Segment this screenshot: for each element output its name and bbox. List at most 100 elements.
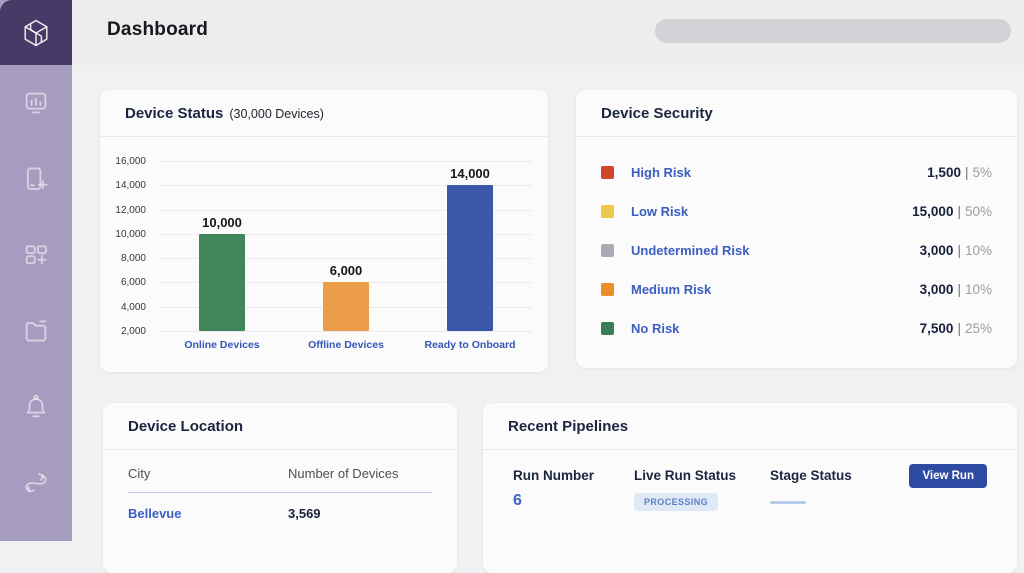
x-category-label: Online Devices — [184, 339, 260, 351]
bar-online-devices — [198, 233, 245, 331]
pipelines-table: Run Number Live Run Status Stage Status … — [483, 450, 1017, 511]
risk-label-link[interactable]: Medium Risk — [631, 282, 712, 297]
risk-label-link[interactable]: High Risk — [631, 165, 691, 180]
location-table-header: City Number of Devices — [128, 466, 432, 493]
device-status-subtitle: (30,000 Devices) — [229, 107, 324, 121]
device-add-icon — [21, 164, 51, 194]
grid-add-icon — [21, 240, 51, 270]
sidebar — [0, 0, 72, 541]
y-tick-label: 8,000 — [120, 253, 146, 265]
x-category-label: Ready to Onboard — [424, 339, 516, 351]
gridline — [160, 185, 532, 187]
pipelines-table-header: Run Number Live Run Status Stage Status — [513, 468, 987, 483]
stage-status-cell — [770, 492, 806, 504]
risk-color-swatch — [601, 244, 614, 257]
chart-x-axis: Online Devices Offline Devices Ready to On… — [160, 339, 532, 351]
risk-list: High Risk 1,500 | 5% Low Risk 15,000 | 50% Undet… — [576, 137, 1017, 348]
bar-value-label: 6,000 — [329, 263, 363, 279]
analytics-monitor-icon — [21, 88, 51, 118]
risk-metrics: 3,000 | 10% — [920, 282, 992, 297]
gridline — [160, 331, 532, 332]
risk-metrics: 7,500 | 25% — [920, 321, 992, 336]
sidebar-item-add-widget[interactable] — [21, 240, 51, 270]
risk-percent: 10% — [964, 243, 992, 258]
gridline — [160, 161, 532, 162]
sidebar-item-notifications[interactable] — [21, 392, 51, 422]
sidebar-nav — [0, 65, 72, 498]
view-run-button[interactable]: View Run — [909, 464, 987, 488]
bar-value-label: 10,000 — [202, 214, 242, 230]
risk-color-swatch — [601, 166, 614, 179]
bar-ready-to-onboard — [447, 185, 493, 331]
stage-status-bar — [770, 501, 806, 504]
risk-percent: 50% — [964, 204, 992, 219]
device-location-header: Device Location — [103, 403, 457, 450]
pipeline-row: 6 PROCESSING — [513, 492, 987, 511]
bell-icon — [21, 392, 51, 422]
risk-percent: 5% — [972, 165, 992, 180]
device-security-title: Device Security — [601, 105, 713, 122]
folder-remove-icon — [21, 316, 51, 346]
risk-label-link[interactable]: No Risk — [631, 321, 680, 336]
gridline — [160, 233, 532, 235]
column-header-devices: Number of Devices — [288, 466, 399, 481]
risk-separator: | — [957, 204, 961, 219]
top-header: Dashboard — [0, 0, 1024, 65]
x-category-label: Offline Devices — [308, 339, 384, 351]
y-tick-label: 2,000 — [120, 326, 146, 337]
risk-value: 3,000 — [919, 282, 954, 297]
risk-separator: | — [964, 165, 969, 180]
hex-cube-logo — [19, 16, 53, 50]
risk-label-link[interactable]: Low Risk — [631, 204, 689, 219]
sidebar-item-dashboard[interactable] — [21, 88, 51, 118]
risk-value: 15,000 — [912, 204, 954, 219]
column-header-city: City — [128, 466, 151, 481]
risk-separator: | — [957, 243, 961, 258]
risk-color-swatch — [601, 322, 614, 335]
bar-offline-devices — [323, 282, 369, 331]
risk-row: Medium Risk 3,000 | 10% — [601, 270, 992, 309]
bar-chart: 16,000 14,000 12,000 10,000 8,000 6,000 4,000 2… — [100, 137, 548, 362]
bar-chart-plot: 10,000 6,000 14,000 — [160, 161, 532, 332]
device-status-card: Device Status (30,000 Devices) 16,000 14,0… — [100, 90, 548, 372]
bar-value-label: 14,000 — [450, 166, 490, 182]
device-location-card: Device Location City Number of Devices B… — [103, 403, 457, 573]
live-run-status-cell: PROCESSING — [634, 492, 770, 511]
recent-pipelines-title: Recent Pipelines — [508, 418, 629, 435]
y-tick-label: 12,000 — [115, 204, 146, 216]
column-header-run-number: Run Number — [513, 468, 594, 483]
gridline — [160, 209, 532, 211]
device-security-header: Device Security — [576, 90, 1017, 137]
city-link[interactable]: Bellevue — [128, 506, 288, 521]
logo-block[interactable] — [0, 0, 72, 65]
location-table-row: Bellevue 3,569 — [128, 493, 432, 521]
risk-row: High Risk 1,500 | 5% — [601, 153, 992, 192]
risk-metrics: 3,000 | 10% — [920, 243, 992, 258]
search-input[interactable] — [655, 19, 1011, 43]
sidebar-item-files[interactable] — [21, 316, 51, 346]
column-header-live-run-status: Live Run Status — [634, 468, 737, 483]
y-tick-label: 10,000 — [115, 228, 146, 240]
y-tick-label: 4,000 — [120, 301, 146, 313]
risk-color-swatch — [601, 283, 614, 296]
page-title: Dashboard — [107, 19, 209, 40]
risk-row: Low Risk 15,000 | 50% — [601, 192, 992, 231]
device-location-title: Device Location — [128, 418, 244, 435]
risk-percent: 10% — [964, 282, 992, 297]
recent-pipelines-header: Recent Pipelines — [483, 403, 1017, 450]
column-header-stage-status: Stage Status — [770, 468, 852, 483]
risk-metrics: 15,000 | 50% — [912, 204, 992, 219]
risk-row: Undetermined Risk 3,000 | 10% — [601, 231, 992, 270]
risk-value: 3,000 — [919, 243, 954, 258]
run-number-value: 6 — [513, 492, 522, 509]
device-security-card: Device Security High Risk 1,500 | 5% Low Ris… — [576, 90, 1017, 368]
risk-value: 7,500 — [919, 321, 954, 336]
sidebar-item-sync[interactable] — [21, 468, 51, 498]
chart-y-axis: 16,000 14,000 12,000 10,000 8,000 6,000 4,000 2… — [100, 156, 152, 337]
risk-value: 1,500 — [927, 165, 961, 180]
risk-label-link[interactable]: Undetermined Risk — [631, 243, 750, 258]
risk-separator: | — [957, 321, 961, 336]
y-tick-label: 14,000 — [115, 180, 146, 192]
risk-color-swatch — [601, 205, 614, 218]
sidebar-item-add-device[interactable] — [21, 164, 51, 194]
